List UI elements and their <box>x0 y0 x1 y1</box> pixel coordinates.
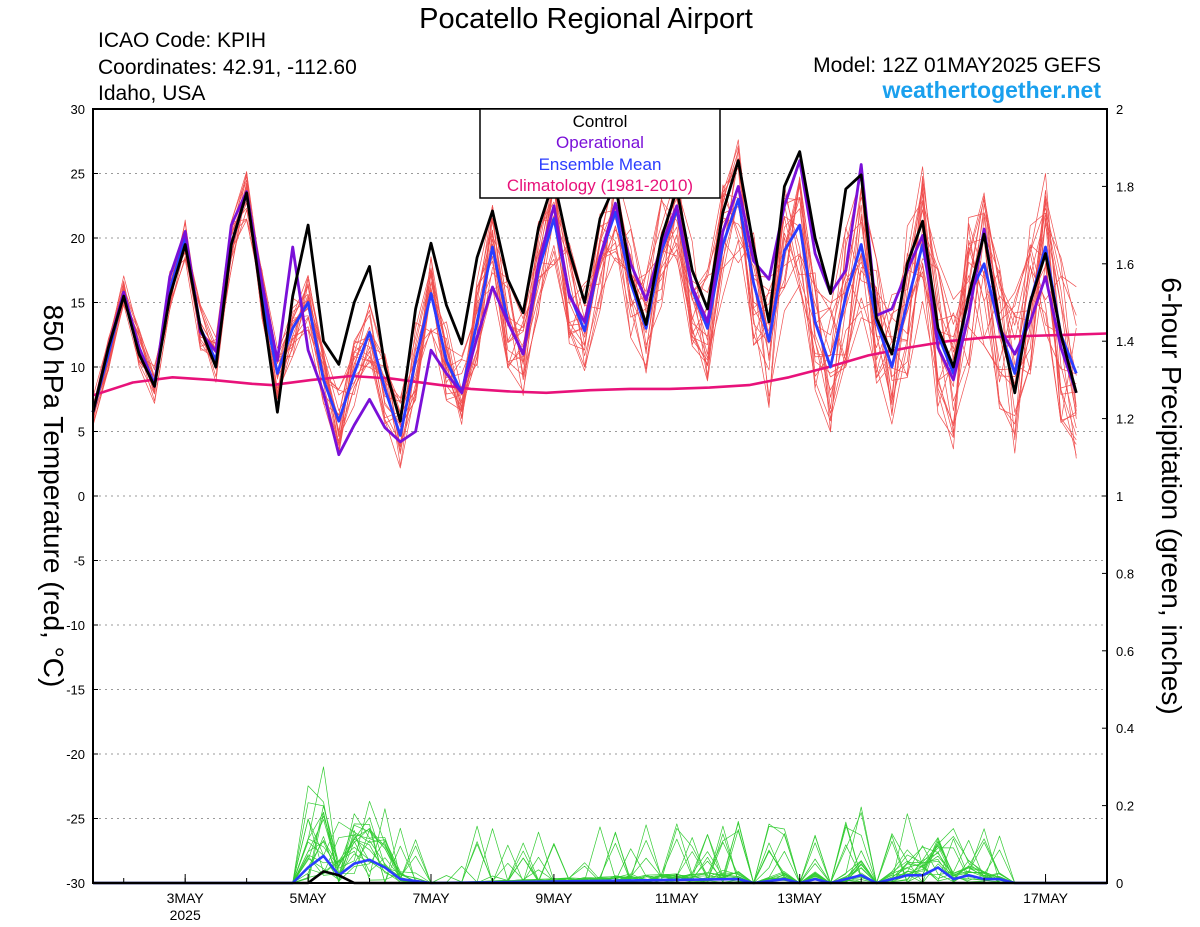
chart-title: Pocatello Regional Airport <box>419 3 753 35</box>
x-tick-label: 7MAY <box>412 890 450 906</box>
left-tick-label: 5 <box>78 425 85 440</box>
main-series <box>91 150 1108 885</box>
precip-member-lines <box>93 766 1107 884</box>
precip-member-line <box>93 766 1107 884</box>
control-line <box>91 150 1078 423</box>
x-tick-label: 15MAY <box>900 890 946 906</box>
x-tick-label: 11MAY <box>655 890 699 906</box>
legend-box <box>479 108 721 199</box>
left-tick-label: 20 <box>71 231 85 246</box>
left-tick-label: 10 <box>71 360 85 375</box>
right-axis-label: 6-hour Precipitation (green, inches) <box>1156 277 1187 714</box>
right-tick-label: 2 <box>1116 102 1123 117</box>
right-tick-label: 1.4 <box>1116 334 1134 349</box>
left-tick-label: -20 <box>66 747 85 762</box>
site-link[interactable]: weathertogether.net <box>881 77 1101 103</box>
left-tick-label: 0 <box>78 489 85 504</box>
x-tick-label: 17MAY <box>1023 890 1069 906</box>
right-tick-label: 1.6 <box>1116 257 1134 272</box>
left-tick-label: 15 <box>71 296 85 311</box>
right-tick-label: 0 <box>1116 876 1123 891</box>
x-tick-label: 9MAY <box>535 890 573 906</box>
left-tick-label: -5 <box>73 554 85 569</box>
right-tick-label: 1.2 <box>1116 412 1134 427</box>
operational-line <box>91 159 1078 457</box>
x-tick-label: 5MAY <box>290 890 328 906</box>
legend-operational: Operational <box>556 133 644 152</box>
legend-control: Control <box>573 112 628 131</box>
legend-ensemble-mean: Ensemble Mean <box>539 155 662 174</box>
right-tick-label: 0.2 <box>1116 799 1134 814</box>
left-tick-label: -10 <box>66 618 85 633</box>
precip-member-line <box>93 806 1107 884</box>
model-run: Model: 12Z 01MAY2025 GEFS <box>813 54 1101 77</box>
legend: Control Operational Ensemble Mean Climat… <box>479 108 721 199</box>
left-tick-label: 30 <box>71 102 85 117</box>
region: Idaho, USA <box>98 82 205 105</box>
left-tick-label: 25 <box>71 167 85 182</box>
left-tick-label: -25 <box>66 812 85 827</box>
x-tick-label: 13MAY <box>777 890 823 906</box>
x-tick-label: 3MAY <box>167 890 205 906</box>
left-axis-label: 850 hPa Temperature (red, °C) <box>38 305 69 688</box>
grid <box>93 173 1107 819</box>
right-tick-label: 1.8 <box>1116 179 1134 194</box>
right-tick-label: 0.8 <box>1116 566 1134 581</box>
right-tick-label: 0.6 <box>1116 644 1134 659</box>
right-tick-label: 1 <box>1116 489 1123 504</box>
left-axis-ticks: -30 -25 -20 -15 -10 -5 0 5 10 15 20 25 30 <box>66 102 98 891</box>
coordinates: Coordinates: 42.91, -112.60 <box>98 56 357 79</box>
right-tick-label: 0.4 <box>1116 721 1134 736</box>
x-tick-year: 2025 <box>170 907 201 923</box>
climatology-line <box>92 332 1108 397</box>
legend-climatology: Climatology (1981-2010) <box>507 176 693 195</box>
precip-ensemble-mean-line <box>93 854 1107 885</box>
left-tick-label: -30 <box>66 876 85 891</box>
icao-code: ICAO Code: KPIH <box>98 29 266 52</box>
right-axis-ticks: 0 0.2 0.4 0.6 0.8 1 1.2 1.4 1.6 1.8 2 <box>1102 102 1134 891</box>
left-tick-label: -15 <box>66 683 85 698</box>
